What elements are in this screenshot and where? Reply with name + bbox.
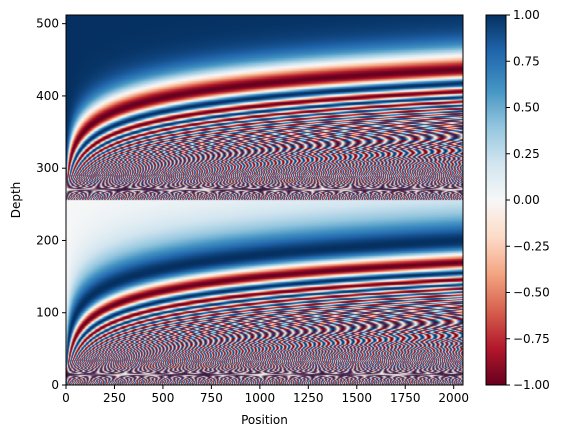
x-axis: 0 250 500 750 1000 1250 1500 1750 2000: [62, 385, 469, 405]
x-axis-label: Position: [241, 413, 288, 427]
colorbar-ticks: −1.00 −0.75 −0.50 −0.25 0.00 0.25 0.50 0.75 1.00: [506, 8, 550, 392]
x-tick-label: 750: [200, 391, 223, 405]
x-tick-label: 250: [103, 391, 126, 405]
heatmap-image-holder: [66, 15, 463, 385]
y-axis: 0 100 200 300 400 500: [36, 17, 66, 392]
colorbar-tick-label: 0.75: [513, 54, 540, 68]
y-tick-label: 100: [36, 306, 59, 320]
y-tick-label: 500: [36, 17, 59, 31]
plot-frame: [65, 14, 464, 386]
x-tick-label: 1500: [341, 391, 372, 405]
colorbar: −1.00 −0.75 −0.50 −0.25 0.00 0.25 0.50 0.75 1.00: [485, 8, 550, 392]
x-tick-label: 500: [151, 391, 174, 405]
y-tick-label: 400: [36, 89, 59, 103]
y-tick-label: 300: [36, 161, 59, 175]
colorbar-tick-label: −0.75: [513, 332, 550, 346]
heatmap-image: [66, 15, 463, 385]
colorbar-tick-label: 0.00: [513, 193, 540, 207]
y-axis-label: Depth: [9, 182, 23, 219]
x-tick-label: 1750: [390, 391, 421, 405]
colorbar-tick-label: 0.50: [513, 101, 540, 115]
colorbar-tick-label: −0.25: [513, 239, 550, 253]
x-tick-label: 2000: [438, 391, 469, 405]
x-tick-label: 0: [62, 391, 70, 405]
y-tick-label: 200: [36, 233, 59, 247]
colorbar-tick-label: −0.50: [513, 286, 550, 300]
x-tick-label: 1000: [245, 391, 276, 405]
colorbar-tick-label: −1.00: [513, 378, 550, 392]
colorbar-gradient: [486, 15, 506, 385]
x-tick-label: 1250: [293, 391, 324, 405]
heatmap-plot-area: [65, 14, 464, 386]
colorbar-tick-label: 0.25: [513, 147, 540, 161]
colorbar-tick-label: 1.00: [513, 8, 540, 22]
y-tick-label: 0: [51, 378, 59, 392]
